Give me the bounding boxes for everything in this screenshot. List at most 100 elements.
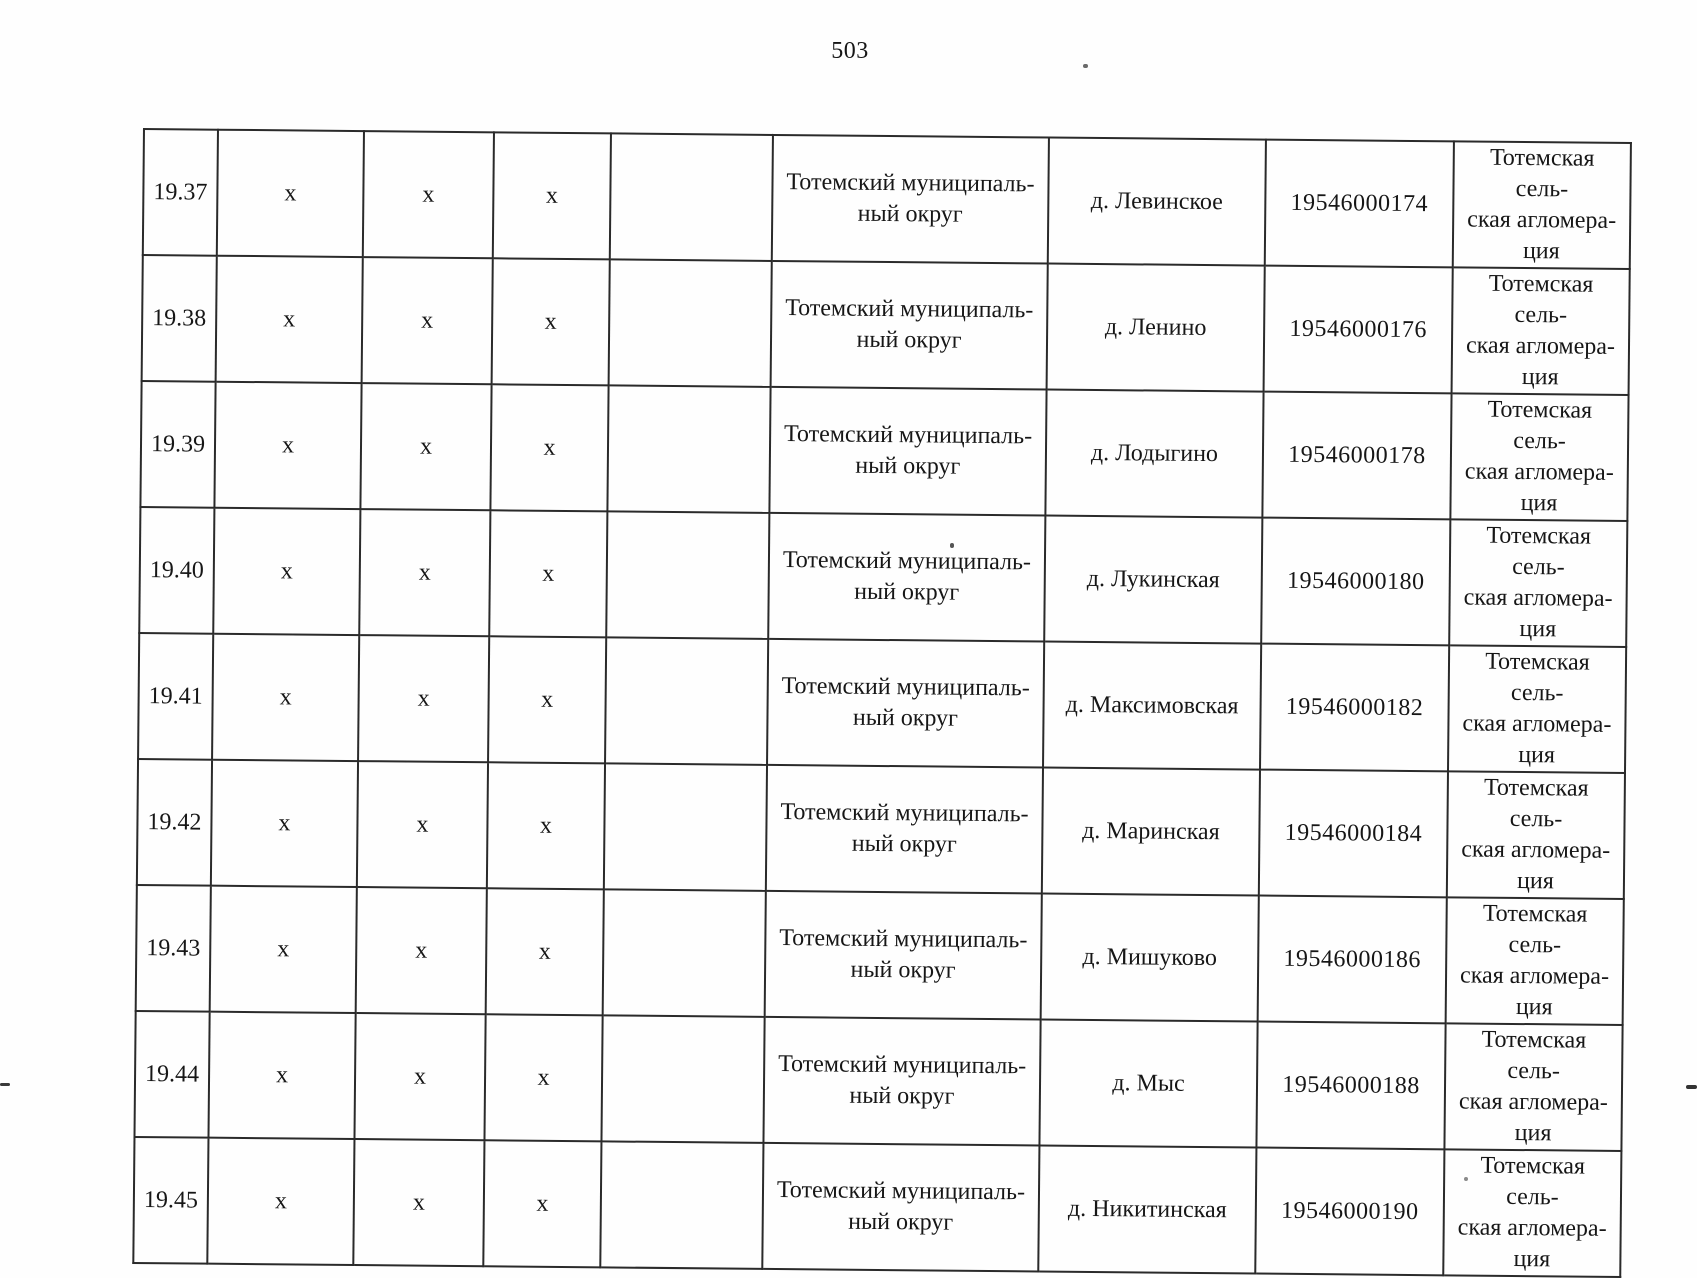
row-number-cell: 19.39 (140, 380, 216, 508)
mark-cell: х (214, 381, 362, 510)
empty-cell (608, 259, 772, 387)
table-row: 19.37 х х х Тотемский муниципаль- ный округ д… (142, 129, 1631, 270)
code-cell: 19546000178 (1262, 391, 1452, 520)
empty-cell (607, 385, 771, 513)
agglomeration-cell: Тотемская сель- ская агломера- ция (1444, 1023, 1623, 1151)
municipality-cell: Тотемский муниципаль- ный округ (767, 638, 1045, 768)
row-number-cell: 19.45 (133, 1136, 209, 1264)
mark-cell: х (212, 633, 360, 762)
settlement-cell: д. Мыс (1039, 1019, 1258, 1148)
table-row: 19.43 х х х Тотемский муниципаль- ный округ д… (135, 884, 1624, 1025)
agglomeration-cell: Тотемская сель- ская агломера- ция (1449, 519, 1628, 648)
table-row: 19.44 х х х Тотемский муниципаль- ный округ д… (134, 1010, 1623, 1151)
municipality-cell: Тотемский муниципаль- ный округ (769, 386, 1047, 516)
settlement-cell: д. Левинское (1047, 137, 1266, 266)
row-number-cell: 19.38 (141, 255, 217, 382)
settlement-cell: д. Ленино (1046, 263, 1265, 392)
mark-cell: х (361, 257, 493, 385)
table-row: 19.39 х х х Тотемский муниципаль- ный округ д… (140, 380, 1629, 522)
mark-cell: х (215, 255, 363, 384)
scan-artifact (1686, 1085, 1697, 1089)
mark-cell: х (488, 636, 607, 764)
mark-cell: х (484, 1014, 603, 1142)
code-cell: 19546000186 (1257, 895, 1447, 1024)
empty-cell (609, 133, 773, 261)
table-row: 19.41 х х х Тотемский муниципаль- ный округ д… (138, 632, 1627, 773)
settlement-cell: д. Лукинская (1044, 515, 1263, 644)
scan-artifact (0, 1083, 10, 1086)
mark-cell: х (360, 383, 492, 511)
scanned-document-page: { "page": { "number": "503" }, "table": … (0, 38, 1697, 1277)
agglomeration-cell: Тотемская сель- ская агломера- ция (1445, 897, 1624, 1025)
mark-cell: х (486, 762, 606, 890)
mark-cell: х (354, 1013, 486, 1141)
table-row: 19.38 х х х Тотемский муниципаль- ный округ д… (141, 255, 1630, 396)
table-row: 19.42 х х х Тотемский муниципаль- ный округ д… (136, 758, 1625, 899)
table-row: 19.40 х х х Тотемский муниципаль- ный округ д… (139, 506, 1628, 648)
agglomeration-cell: Тотемская сель- ская агломера- ция (1450, 393, 1629, 522)
municipality-cell: Тотемский муниципаль- ный округ (770, 260, 1048, 390)
settlement-cell: д. Мишуково (1040, 893, 1259, 1022)
scan-artifact (950, 543, 954, 548)
agglomeration-cell: Тотемская сель- ская агломера- ция (1446, 771, 1625, 899)
table-row: 19.45 х х х Тотемский муниципаль- ный округ д… (133, 1136, 1622, 1277)
code-cell: 19546000182 (1260, 643, 1450, 772)
empty-cell (602, 889, 766, 1017)
settlement-cell: д. Никитинская (1038, 1145, 1257, 1274)
row-number-cell: 19.42 (136, 758, 213, 886)
empty-cell (603, 763, 768, 891)
empty-cell (601, 1015, 765, 1143)
code-cell: 19546000176 (1263, 265, 1453, 394)
row-number-cell: 19.43 (135, 884, 211, 1012)
mark-cell: х (355, 887, 487, 1015)
row-number-cell: 19.44 (134, 1010, 210, 1138)
agglomeration-cell: Тотемская сель- ская агломера- ция (1443, 1149, 1622, 1277)
settlement-cell: д. Лодыгино (1045, 389, 1264, 518)
code-cell: 19546000174 (1264, 139, 1454, 268)
document-table-wrapper: 19.37 х х х Тотемский муниципаль- ный округ д… (132, 128, 1632, 1278)
mark-cell: х (492, 132, 611, 260)
table-body: 19.37 х х х Тотемский муниципаль- ный округ д… (133, 129, 1631, 1277)
agglomeration-cell: Тотемская сель- ская агломера- ция (1452, 141, 1631, 270)
municipality-cell: Тотемский муниципаль- ный округ (764, 890, 1042, 1020)
document-table: 19.37 х х х Тотемский муниципаль- ный округ д… (132, 128, 1632, 1278)
mark-cell: х (485, 888, 604, 1016)
mark-cell: х (490, 384, 609, 512)
row-number-cell: 19.41 (138, 632, 214, 760)
mark-cell: х (210, 759, 359, 888)
mark-cell: х (353, 1139, 485, 1267)
empty-cell (600, 1141, 764, 1269)
mark-cell: х (362, 131, 494, 259)
mark-cell: х (483, 1140, 602, 1268)
agglomeration-cell: Тотемская сель- ская агломера- ция (1447, 645, 1627, 773)
settlement-cell: д. Максимовская (1043, 641, 1262, 770)
mark-cell: х (491, 258, 610, 386)
code-cell: 19546000184 (1258, 769, 1448, 898)
empty-cell (605, 637, 769, 765)
settlement-cell: д. Маринская (1041, 767, 1261, 896)
municipality-cell: Тотемский муниципаль- ный округ (771, 134, 1049, 264)
mark-cell: х (208, 1011, 356, 1140)
code-cell: 19546000190 (1255, 1147, 1445, 1276)
mark-cell: х (207, 1137, 355, 1266)
mark-cell: х (216, 129, 364, 258)
scan-artifact (1083, 64, 1088, 68)
agglomeration-cell: Тотемская сель- ская агломера- ция (1451, 267, 1630, 396)
code-cell: 19546000188 (1256, 1021, 1446, 1150)
mark-cell: х (489, 510, 608, 638)
mark-cell: х (213, 507, 361, 636)
mark-cell: х (358, 635, 490, 763)
municipality-cell: Тотемский муниципаль- ный округ (763, 1016, 1041, 1146)
code-cell: 19546000180 (1261, 517, 1451, 646)
municipality-cell: Тотемский муниципаль- ный округ (768, 512, 1046, 642)
municipality-cell: Тотемский муниципаль- ный округ (765, 764, 1044, 894)
empty-cell (606, 511, 770, 639)
municipality-cell: Тотемский муниципаль- ный округ (762, 1142, 1040, 1272)
scan-artifact (1464, 1177, 1468, 1181)
mark-cell: х (356, 761, 489, 889)
row-number-cell: 19.37 (142, 129, 218, 256)
mark-cell: х (209, 885, 357, 1014)
row-number-cell: 19.40 (139, 506, 215, 634)
page-number: 503 (831, 38, 869, 64)
mark-cell: х (359, 509, 491, 637)
